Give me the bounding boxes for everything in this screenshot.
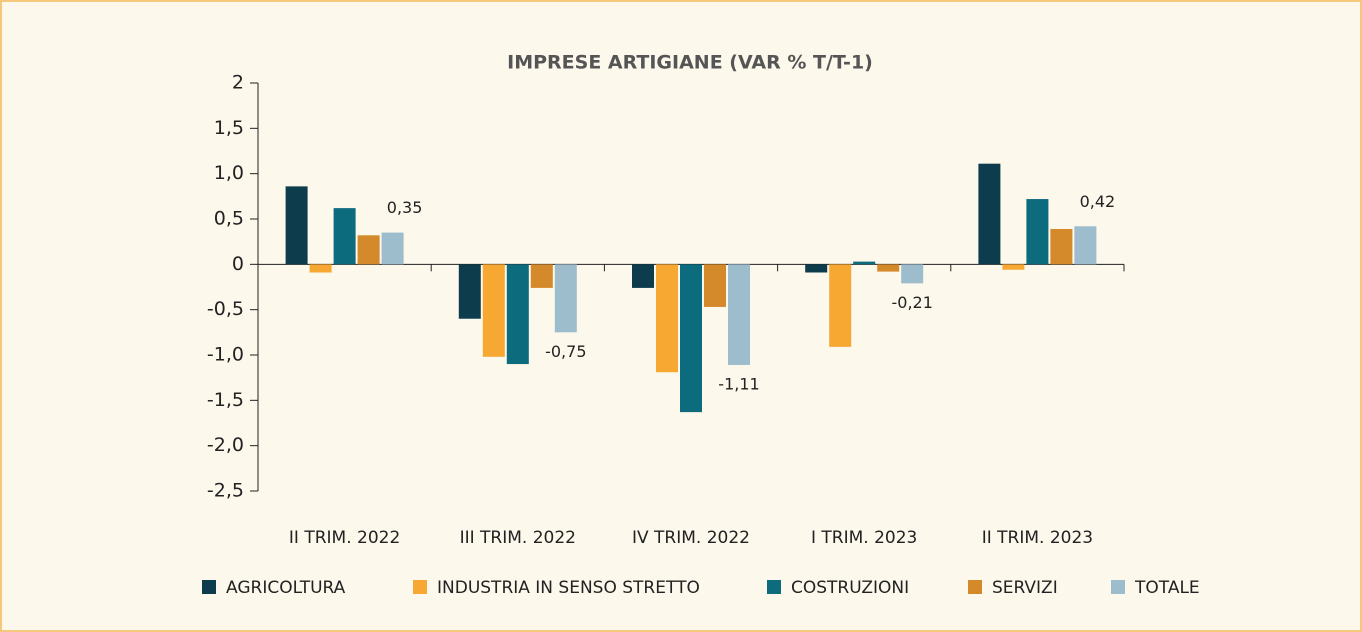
bar bbox=[309, 264, 332, 273]
x-tick-label: IV TRIM. 2022 bbox=[632, 528, 750, 548]
x-tick-label: I TRIM. 2023 bbox=[811, 528, 917, 548]
data-label: -0,21 bbox=[891, 293, 932, 312]
legend-label: COSTRUZIONI bbox=[791, 578, 909, 598]
y-tick-label: 0,5 bbox=[214, 208, 244, 230]
legend-label: INDUSTRIA IN SENSO STRETTO bbox=[437, 578, 700, 598]
bar bbox=[728, 264, 750, 365]
bar bbox=[656, 264, 678, 373]
legend-label: AGRICOLTURA bbox=[226, 578, 346, 598]
data-label: 0,35 bbox=[387, 198, 423, 217]
bar bbox=[1002, 264, 1025, 270]
data-label: -1,11 bbox=[718, 374, 759, 393]
bar bbox=[1026, 199, 1049, 265]
bar bbox=[482, 264, 505, 357]
bar bbox=[285, 186, 308, 265]
bar bbox=[357, 235, 380, 265]
bar bbox=[632, 264, 654, 288]
bar bbox=[1074, 226, 1097, 265]
bar bbox=[530, 264, 553, 288]
bar bbox=[853, 261, 876, 265]
y-tick-label: 2 bbox=[232, 72, 244, 94]
bar bbox=[554, 264, 577, 333]
x-tick-label: II TRIM. 2023 bbox=[982, 528, 1093, 548]
legend-swatch bbox=[767, 580, 781, 594]
bar bbox=[877, 264, 900, 272]
bar bbox=[901, 264, 924, 284]
bar bbox=[805, 264, 828, 273]
legend-swatch bbox=[1111, 580, 1125, 594]
legend-swatch bbox=[202, 580, 216, 594]
x-tick-label: III TRIM. 2022 bbox=[460, 528, 576, 548]
data-label: 0,42 bbox=[1080, 192, 1116, 211]
y-tick-label: -2,0 bbox=[207, 434, 244, 456]
bar bbox=[1050, 228, 1073, 265]
bar bbox=[333, 208, 356, 265]
bar bbox=[458, 264, 481, 319]
bar bbox=[978, 163, 1001, 265]
x-tick-label: II TRIM. 2022 bbox=[289, 528, 400, 548]
y-tick-label: 1,0 bbox=[214, 162, 244, 184]
legend-swatch bbox=[968, 580, 982, 594]
bar bbox=[704, 264, 726, 307]
legend-label: TOTALE bbox=[1134, 578, 1200, 598]
bar bbox=[680, 264, 702, 413]
bar bbox=[381, 232, 404, 265]
bar bbox=[506, 264, 529, 365]
bar bbox=[829, 264, 852, 347]
y-tick-label: 1,5 bbox=[214, 117, 244, 139]
legend-label: SERVIZI bbox=[992, 578, 1058, 598]
chart-title: IMPRESE ARTIGIANE (VAR % T/T-1) bbox=[507, 52, 873, 74]
y-tick-label: -1,5 bbox=[207, 389, 244, 411]
y-tick-label: -2,5 bbox=[207, 480, 244, 502]
y-tick-label: 0 bbox=[232, 253, 244, 275]
legend-swatch bbox=[413, 580, 427, 594]
y-tick-label: -0,5 bbox=[207, 298, 244, 320]
y-tick-label: -1,0 bbox=[207, 344, 244, 366]
data-label: -0,75 bbox=[545, 342, 586, 361]
